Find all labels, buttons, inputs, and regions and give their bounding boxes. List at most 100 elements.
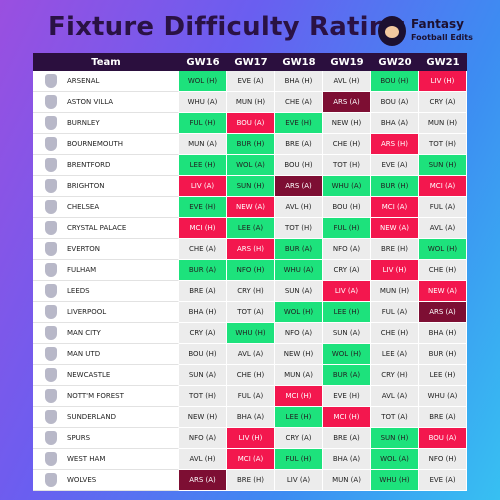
fixture-cell: BHA (H)	[275, 71, 323, 92]
fixture-cell: MUN (H)	[371, 281, 419, 302]
fixture-cell: EVE (H)	[275, 113, 323, 134]
fixture-cell: MUN (H)	[227, 92, 275, 113]
team-cell: BOURNEMOUTH	[33, 134, 179, 155]
team-row: NOTT'M FOREST TOT (H) FUL (A) MCI (H) EVE (H…	[33, 386, 467, 407]
fixture-cell: BHA (H)	[419, 323, 467, 344]
fixture-cell: BRE (A)	[179, 281, 227, 302]
fixture-cell: WHU (H)	[371, 470, 419, 491]
fixture-cell: WHU (A)	[179, 92, 227, 113]
team-crest	[45, 347, 57, 361]
team-crest	[45, 389, 57, 403]
team-crest	[45, 137, 57, 151]
team-crest	[45, 116, 57, 130]
fixture-cell: MCI (A)	[227, 449, 275, 470]
fixture-cell: NEW (H)	[179, 407, 227, 428]
fixture-cell: NEW (H)	[323, 113, 371, 134]
team-row: ARSENAL WOL (H) EVE (A) BHA (H) AVL (H) BOU (…	[33, 71, 467, 92]
team-cell: WEST HAM	[33, 449, 179, 470]
fixture-cell: AVL (H)	[323, 71, 371, 92]
team-crest	[45, 263, 57, 277]
fixture-cell: FUL (H)	[179, 113, 227, 134]
fixture-cell: BOU (H)	[323, 197, 371, 218]
team-cell: LEEDS	[33, 281, 179, 302]
team-row: MAN CITY CRY (A) WHU (H) NFO (A) SUN (A) CHE …	[33, 323, 467, 344]
fixture-cell: MUN (A)	[179, 134, 227, 155]
fixture-cell: LIV (A)	[323, 281, 371, 302]
fixture-cell: BUR (A)	[323, 365, 371, 386]
fixture-cell: ARS (A)	[419, 302, 467, 323]
team-cell: MAN UTD	[33, 344, 179, 365]
fixture-cell: FUL (H)	[323, 218, 371, 239]
fixture-cell: CHE (H)	[323, 134, 371, 155]
fixture-cell: CRY (A)	[179, 323, 227, 344]
team-cell: CRYSTAL PALACE	[33, 218, 179, 239]
team-row: SPURS NFO (A) LIV (H) CRY (A) BRE (A) SUN (H)…	[33, 428, 467, 449]
fixture-cell: BRE (A)	[323, 428, 371, 449]
team-row: LIVERPOOL BHA (H) TOT (A) WOL (H) LEE (H) FUL…	[33, 302, 467, 323]
fixture-cell: WOL (H)	[179, 71, 227, 92]
fixture-cell: EVE (A)	[419, 470, 467, 491]
fixture-cell: SUN (A)	[323, 323, 371, 344]
logo-text: Football Edits	[411, 33, 473, 42]
fixture-cell: LIV (H)	[419, 71, 467, 92]
fixture-cell: SUN (A)	[275, 281, 323, 302]
fixture-cell: CRY (A)	[323, 260, 371, 281]
team-name: BRENTFORD	[67, 161, 111, 169]
column-header: GW17	[234, 56, 268, 68]
header-row: Team GW16 GW17 GW18 GW19 GW20 GW21	[33, 53, 467, 71]
logo-icon	[378, 16, 406, 46]
team-name: FULHAM	[67, 266, 97, 274]
fixture-table: Team GW16 GW17 GW18 GW19 GW20 GW21 ARSENAL WOL (…	[33, 53, 467, 491]
fixture-cell: LIV (A)	[275, 470, 323, 491]
fixture-cell: AVL (H)	[179, 449, 227, 470]
fixture-cell: MUN (H)	[419, 113, 467, 134]
fixture-cell: CHE (H)	[371, 323, 419, 344]
team-row: BURNLEY FUL (H) BOU (A) EVE (H) NEW (H) BHA (…	[33, 113, 467, 134]
fixture-cell: BOU (A)	[227, 113, 275, 134]
fixture-cell: LEE (A)	[227, 218, 275, 239]
fixture-cell: BRE (H)	[227, 470, 275, 491]
team-row: WOLVES ARS (A) BRE (H) LIV (A) MUN (A) WHU (H…	[33, 470, 467, 491]
fixture-cell: NFO (H)	[419, 449, 467, 470]
fixture-cell: LEE (H)	[323, 302, 371, 323]
fixture-cell: BOU (A)	[419, 428, 467, 449]
fixture-cell: WOL (A)	[371, 449, 419, 470]
fixture-cell: BOU (H)	[179, 344, 227, 365]
team-crest	[45, 431, 57, 445]
team-name: ARSENAL	[67, 77, 100, 85]
team-cell: EVERTON	[33, 239, 179, 260]
team-row: LEEDS BRE (A) CRY (H) SUN (A) LIV (A) MUN (H)…	[33, 281, 467, 302]
fixture-cell: BUR (H)	[419, 344, 467, 365]
team-row: ASTON VILLA WHU (A) MUN (H) CHE (A) ARS (A) B…	[33, 92, 467, 113]
column-header: GW19	[330, 56, 364, 68]
team-crest	[45, 284, 57, 298]
team-cell: ARSENAL	[33, 71, 179, 92]
fixture-cell: WOL (H)	[419, 239, 467, 260]
fixture-cell: NFO (A)	[275, 323, 323, 344]
fixture-cell: EVE (A)	[227, 71, 275, 92]
team-name: BURNLEY	[67, 119, 100, 127]
fixture-cell: MCI (H)	[323, 407, 371, 428]
team-row: CHELSEA EVE (H) NEW (A) AVL (H) BOU (H) MCI (…	[33, 197, 467, 218]
team-cell: BRENTFORD	[33, 155, 179, 176]
team-row: BOURNEMOUTH MUN (A) BUR (H) BRE (A) CHE (H) A…	[33, 134, 467, 155]
fixture-cell: WHU (A)	[419, 386, 467, 407]
fixture-cell: MCI (H)	[179, 218, 227, 239]
fixture-cell: BHA (H)	[179, 302, 227, 323]
column-header: GW20	[378, 56, 412, 68]
team-name: MAN CITY	[67, 329, 101, 337]
fixture-cell: BUR (H)	[371, 176, 419, 197]
fixture-cell: LEE (H)	[179, 155, 227, 176]
team-crest	[45, 95, 57, 109]
fixture-cell: MUN (A)	[275, 365, 323, 386]
team-name: WEST HAM	[67, 455, 106, 463]
logo-text: Fantasy	[411, 17, 464, 31]
team-crest	[45, 200, 57, 214]
team-cell: NOTT'M FOREST	[33, 386, 179, 407]
team-row: WEST HAM AVL (H) MCI (A) FUL (H) BHA (A) WOL …	[33, 449, 467, 470]
fixture-cell: SUN (H)	[419, 155, 467, 176]
column-header: GW18	[282, 56, 316, 68]
fixture-cell: CHE (H)	[419, 260, 467, 281]
fixture-cell: CRY (A)	[275, 428, 323, 449]
fixture-cell: TOT (A)	[371, 407, 419, 428]
